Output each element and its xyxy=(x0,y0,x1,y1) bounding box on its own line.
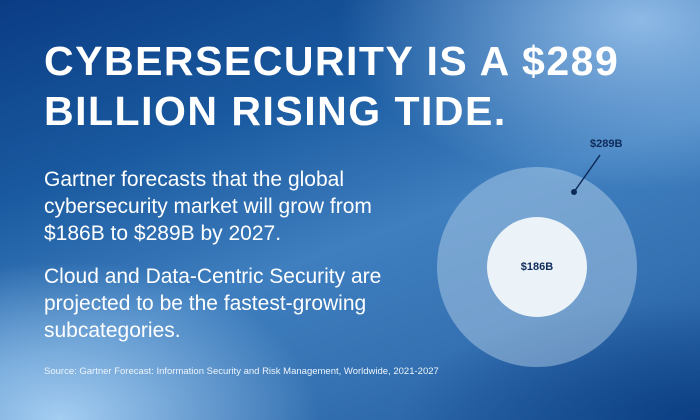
headline: CYBERSECURITY IS A $289 BILLION RISING T… xyxy=(44,36,684,136)
headline-line-2: BILLION RISING TIDE. xyxy=(44,88,507,134)
source-citation: Source: Gartner Forecast: Information Se… xyxy=(44,366,439,377)
forecast-paragraph: Gartner forecasts that the global cybers… xyxy=(44,168,372,245)
outer-label: $289B xyxy=(590,138,623,150)
subcategories-paragraph: Cloud and Data-Centric Security are proj… xyxy=(44,265,382,342)
inner-label: $186B xyxy=(520,261,554,273)
text-column: CYBERSECURITY IS A $289 BILLION RISING T… xyxy=(44,36,684,378)
leader-dot xyxy=(571,189,577,195)
market-current-circle: $186B xyxy=(487,217,587,317)
headline-line-1: CYBERSECURITY IS A $289 xyxy=(44,38,620,84)
